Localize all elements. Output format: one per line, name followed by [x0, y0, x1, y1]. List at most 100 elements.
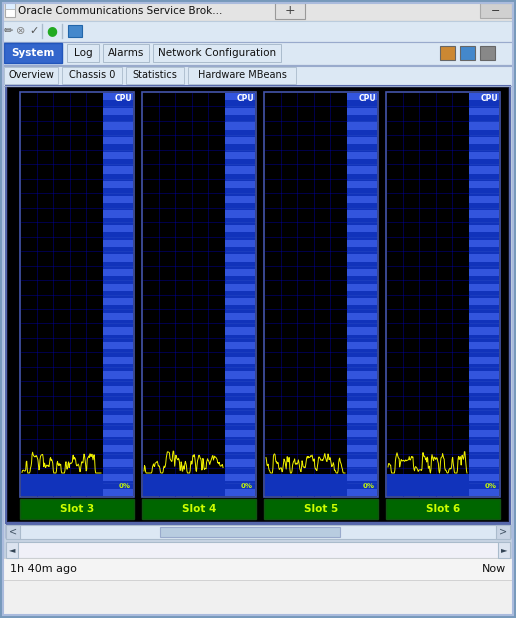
Bar	[469, 181, 499, 188]
Bar	[469, 166, 499, 174]
Bar	[225, 181, 255, 188]
Bar	[225, 240, 255, 247]
Bar	[225, 430, 255, 438]
Bar	[103, 386, 133, 394]
Bar	[225, 284, 255, 291]
Bar	[103, 195, 133, 203]
Bar	[225, 195, 255, 203]
Text: Log: Log	[74, 48, 92, 58]
Text: ✏: ✏	[3, 26, 13, 36]
Bar	[103, 93, 133, 100]
Bar	[469, 254, 499, 261]
Bar	[103, 342, 133, 349]
Bar	[20, 92, 134, 497]
Bar	[347, 430, 377, 438]
Bar	[347, 284, 377, 291]
Bar	[6, 525, 20, 539]
Bar	[225, 371, 255, 379]
Bar	[469, 108, 499, 115]
Bar	[103, 166, 133, 174]
Bar	[347, 371, 377, 379]
Bar	[103, 122, 133, 130]
Bar	[5, 3, 15, 17]
Text: CPU: CPU	[115, 94, 132, 103]
Bar	[225, 210, 255, 218]
Bar	[5, 3, 15, 9]
Bar	[386, 92, 500, 497]
Bar	[469, 313, 499, 320]
Bar	[6, 525, 510, 539]
Bar	[440, 46, 455, 60]
Bar	[103, 44, 149, 62]
Bar	[8, 88, 508, 521]
Bar	[103, 93, 133, 496]
Bar	[103, 371, 133, 379]
Text: 0%: 0%	[119, 483, 131, 489]
Bar	[347, 225, 377, 232]
Bar	[347, 181, 377, 188]
Bar	[469, 357, 499, 364]
Text: Statistics: Statistics	[133, 70, 178, 80]
Bar	[103, 489, 133, 496]
Bar	[469, 342, 499, 349]
Bar	[347, 415, 377, 423]
Bar	[0, 558, 516, 580]
Bar	[469, 269, 499, 276]
Bar	[225, 415, 255, 423]
Bar	[0, 42, 516, 65]
Bar	[469, 240, 499, 247]
Bar	[6, 86, 510, 523]
Text: 0%: 0%	[363, 483, 375, 489]
Bar	[469, 459, 499, 467]
Bar	[469, 93, 499, 100]
Bar	[0, 0, 516, 21]
Bar	[347, 151, 377, 159]
Bar	[4, 24, 19, 38]
Bar	[103, 254, 133, 261]
Bar	[4, 67, 58, 84]
Text: Chassis 0: Chassis 0	[69, 70, 115, 80]
Bar	[469, 284, 499, 291]
Bar	[469, 137, 499, 144]
Bar	[347, 459, 377, 467]
Bar	[103, 328, 133, 335]
Bar	[103, 137, 133, 144]
Bar	[68, 25, 82, 37]
Bar	[386, 499, 500, 519]
Text: Alarms: Alarms	[108, 48, 144, 58]
Bar	[347, 445, 377, 452]
Bar	[225, 151, 255, 159]
Text: Hardware MBeans: Hardware MBeans	[198, 70, 286, 80]
Bar	[469, 328, 499, 335]
Bar	[103, 210, 133, 218]
Text: Overview: Overview	[8, 70, 54, 80]
Bar	[21, 474, 133, 496]
Bar	[225, 166, 255, 174]
Bar	[103, 181, 133, 188]
Bar	[225, 225, 255, 232]
Bar	[498, 542, 510, 558]
Bar	[103, 151, 133, 159]
Bar	[225, 122, 255, 130]
Text: Oracle Communications Service Brok...: Oracle Communications Service Brok...	[18, 6, 222, 15]
Bar	[347, 313, 377, 320]
Bar	[103, 400, 133, 408]
Bar	[275, 3, 305, 19]
Bar	[103, 459, 133, 467]
Text: ✓: ✓	[29, 26, 39, 36]
Text: 0%: 0%	[241, 483, 253, 489]
Bar	[480, 46, 495, 60]
Bar	[469, 151, 499, 159]
Text: +: +	[285, 4, 295, 17]
Bar	[469, 195, 499, 203]
Text: Slot 5: Slot 5	[304, 504, 338, 514]
Bar	[142, 92, 256, 497]
Bar	[265, 474, 377, 496]
Text: Now: Now	[482, 564, 506, 574]
Text: System: System	[11, 48, 55, 58]
Bar	[103, 357, 133, 364]
Bar	[142, 499, 256, 519]
Bar	[347, 240, 377, 247]
Bar	[347, 400, 377, 408]
Bar	[0, 65, 516, 86]
